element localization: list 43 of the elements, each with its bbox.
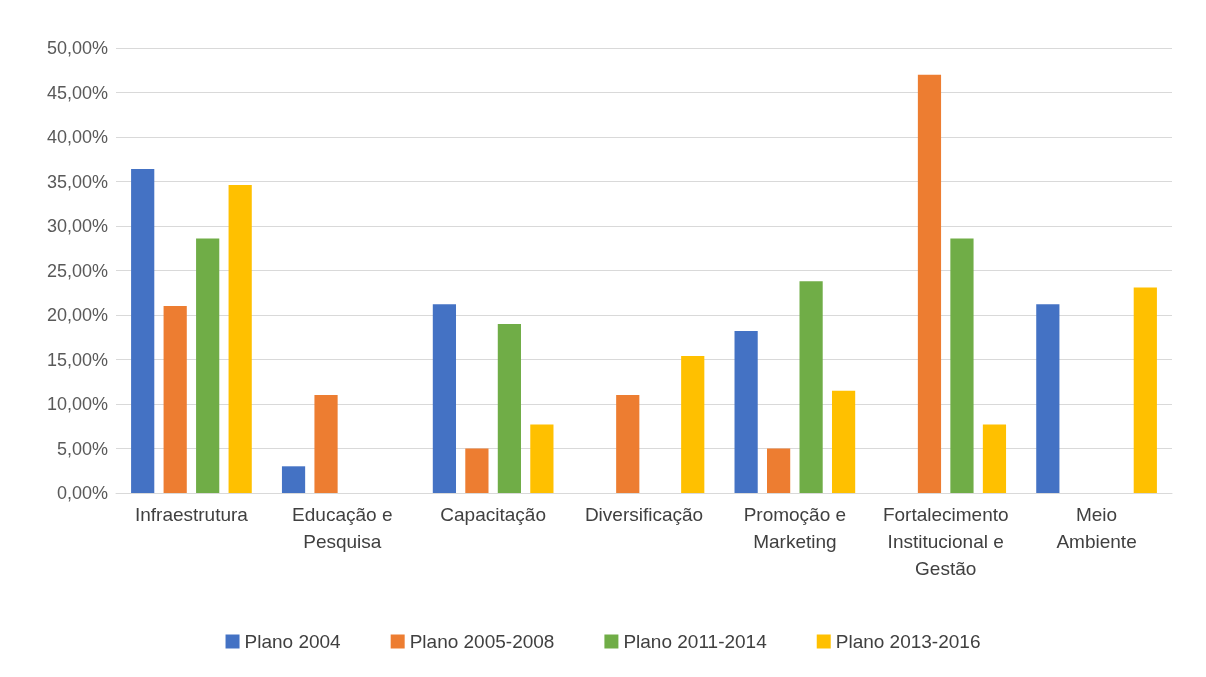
y-tick-label: 40,00% [46, 127, 108, 147]
bar [1036, 304, 1060, 493]
legend-label: Plano 2013-2016 [835, 631, 981, 652]
bar [281, 466, 306, 493]
bar [131, 169, 155, 493]
y-tick-label: 0,00% [56, 483, 108, 503]
bar [799, 281, 823, 493]
bar [314, 395, 338, 493]
bar [982, 424, 1007, 493]
x-tick-label: Meio Ambiente [1056, 504, 1137, 552]
bar [196, 238, 220, 493]
y-tick-label: 10,00% [46, 394, 108, 414]
bar [228, 185, 252, 493]
bar [917, 74, 942, 493]
bar [950, 238, 974, 493]
legend-label: Plano 2004 [244, 631, 342, 652]
x-tick-label: Diversificação [584, 504, 704, 525]
bar [163, 306, 187, 493]
x-tick-label: Fortalecimento Institucional e Gestão [882, 504, 1009, 579]
y-tick-label: 35,00% [46, 171, 108, 192]
legend-label: Plano 2005-2008 [409, 631, 555, 652]
bar [734, 331, 758, 493]
bar [432, 304, 457, 493]
legend-label: Plano 2011-2014 [623, 631, 768, 652]
y-tick-label: 25,00% [46, 260, 108, 281]
bar [530, 424, 554, 493]
y-tick-label: 15,00% [46, 349, 108, 370]
y-tick-label: 20,00% [46, 305, 108, 325]
y-tick-label: 50,00% [46, 38, 108, 58]
y-tick-label: 5,00% [56, 438, 108, 459]
bar [1133, 287, 1157, 493]
x-tick-label: Educação e Pesquisa [292, 504, 393, 552]
bar [465, 448, 489, 493]
bar [767, 448, 791, 493]
bar [497, 323, 521, 493]
y-tick-label: 30,00% [46, 216, 108, 236]
bar [616, 395, 640, 493]
x-tick-label: Capacitação [440, 504, 546, 525]
x-tick-label: Infraestrutura [134, 504, 249, 525]
bar [681, 355, 705, 493]
y-tick-label: 45,00% [46, 82, 108, 103]
x-tick-label: Promoção e Marketing [743, 504, 847, 552]
bar [831, 390, 856, 493]
